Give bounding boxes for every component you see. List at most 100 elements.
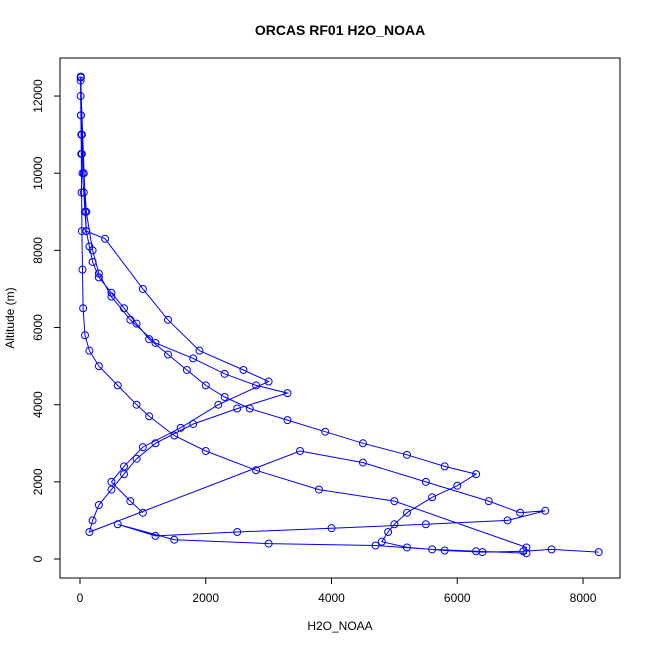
data-point: [151, 531, 160, 540]
data-point: [126, 497, 135, 506]
data-point: [440, 462, 449, 471]
data-point: [79, 169, 88, 178]
data-point: [189, 354, 198, 363]
data-point: [82, 227, 91, 236]
data-point: [77, 188, 86, 197]
data-point: [594, 548, 603, 557]
data-point: [283, 416, 292, 425]
data-point: [138, 284, 147, 293]
data-point: [421, 520, 430, 529]
data-point: [107, 485, 116, 494]
data-point: [151, 338, 160, 347]
data-point: [503, 516, 512, 525]
data-point: [214, 400, 223, 409]
data-point: [132, 454, 141, 463]
data-point: [120, 462, 129, 471]
data-point: [201, 381, 210, 390]
data-point: [145, 412, 154, 421]
data-point: [76, 76, 85, 85]
data-point: [126, 315, 135, 324]
data-point: [77, 227, 86, 236]
data-point: [522, 549, 531, 558]
data-point: [170, 431, 179, 440]
data-point: [76, 92, 85, 101]
data-point: [94, 501, 103, 510]
y-tick-label: 4000: [31, 391, 45, 418]
data-point: [390, 497, 399, 506]
data-point: [107, 292, 116, 301]
data-point: [82, 207, 91, 216]
data-point: [201, 446, 210, 455]
y-tick-label: 2000: [31, 468, 45, 495]
data-point: [77, 130, 86, 139]
data-point: [88, 516, 97, 525]
data-point: [252, 466, 261, 475]
data-point: [264, 377, 273, 386]
data-point: [472, 547, 481, 556]
data-point: [88, 257, 97, 266]
data-point: [195, 346, 204, 355]
data-point: [220, 392, 229, 401]
series-line: [80, 76, 599, 554]
y-tick-label: 8000: [31, 237, 45, 264]
data-point: [182, 365, 191, 374]
data-point: [76, 111, 85, 120]
x-axis-label: H2O_NOAA: [307, 619, 372, 633]
data-point: [132, 400, 141, 409]
data-point: [264, 539, 273, 548]
data-point: [453, 481, 462, 490]
data-point: [402, 450, 411, 459]
data-point: [245, 404, 254, 413]
data-point: [233, 404, 242, 413]
data-point: [77, 149, 86, 158]
data-point: [428, 545, 437, 554]
x-tick-label: 8000: [570, 591, 597, 605]
data-point: [390, 520, 399, 529]
data-point: [113, 381, 122, 390]
data-point: [402, 543, 411, 552]
data-point: [233, 528, 242, 537]
y-tick-label: 12000: [31, 79, 45, 113]
x-tick-label: 4000: [318, 591, 345, 605]
data-point: [484, 497, 493, 506]
data-point: [81, 331, 90, 340]
data-point: [516, 508, 525, 517]
data-point: [252, 381, 261, 390]
data-point: [79, 188, 88, 197]
data-point: [296, 446, 305, 455]
data-point: [440, 546, 449, 555]
y-tick-label: 0: [31, 555, 45, 562]
data-point: [94, 273, 103, 282]
x-tick-label: 6000: [444, 591, 471, 605]
data-point: [478, 548, 487, 557]
y-tick-label: 6000: [31, 314, 45, 341]
data-point: [79, 304, 88, 313]
data-point: [402, 508, 411, 517]
data-point: [421, 477, 430, 486]
data-point: [522, 543, 531, 552]
data-point: [472, 470, 481, 479]
x-tick-label: 2000: [192, 591, 219, 605]
chart-title: ORCAS RF01 H2O_NOAA: [255, 22, 425, 38]
data-point: [132, 319, 141, 328]
data-point: [85, 346, 94, 355]
data-point: [101, 234, 110, 243]
data-point: [113, 520, 122, 529]
data-point: [78, 265, 87, 274]
data-point: [120, 470, 129, 479]
data-point: [88, 246, 97, 255]
data-point: [314, 485, 323, 494]
data-point: [85, 528, 94, 537]
data-point: [145, 335, 154, 344]
data-point: [120, 304, 129, 313]
data-point: [239, 365, 248, 374]
data-point: [283, 389, 292, 398]
data-point: [151, 439, 160, 448]
data-point: [94, 269, 103, 278]
data-point: [547, 545, 556, 554]
data-point: [107, 477, 116, 486]
data-point: [541, 506, 550, 515]
data-point: [384, 528, 393, 537]
